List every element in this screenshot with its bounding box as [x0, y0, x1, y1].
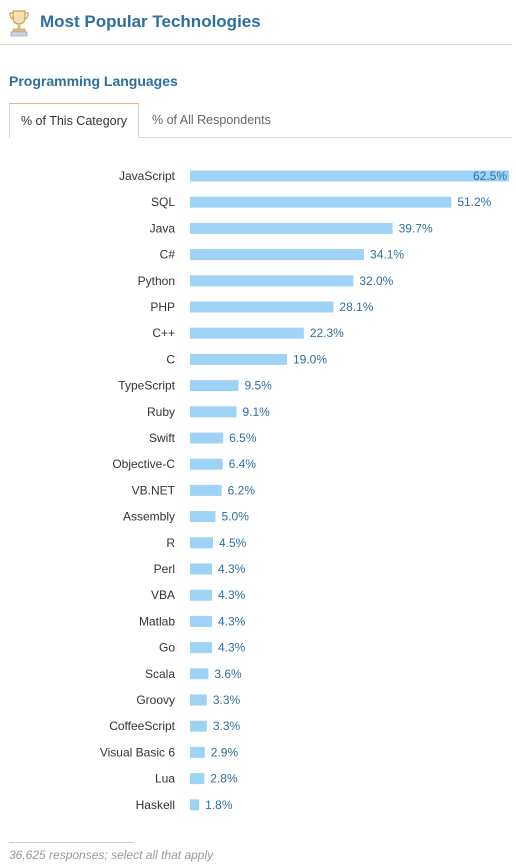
bar: [190, 746, 205, 758]
value-label: 51.2%: [457, 195, 491, 209]
value-label: 4.3%: [218, 588, 246, 602]
page-header: Most Popular Technologies: [0, 0, 512, 45]
value-label: 5.0%: [222, 510, 250, 524]
category-label: C#: [160, 248, 176, 262]
value-label: 32.0%: [359, 274, 393, 288]
trophy-icon: [9, 10, 29, 37]
value-label: 9.1%: [242, 405, 270, 419]
bar: [190, 380, 239, 392]
value-label: 4.5%: [219, 536, 247, 550]
category-label: Lua: [155, 772, 175, 786]
value-label: 22.3%: [310, 326, 344, 340]
bar: [190, 249, 365, 261]
category-label: Groovy: [136, 693, 175, 707]
tab-all-respondents[interactable]: % of All Respondents: [152, 113, 271, 127]
value-label: 19.0%: [293, 352, 327, 366]
category-label: Haskell: [136, 798, 175, 812]
value-label: 28.1%: [339, 300, 373, 314]
value-label: 4.3%: [218, 641, 246, 655]
value-label: 2.8%: [210, 772, 238, 786]
bar: [190, 432, 224, 444]
category-label: CoffeeScript: [109, 719, 175, 733]
bar: [190, 615, 212, 627]
category-label: Perl: [154, 562, 175, 576]
category-label: R: [166, 536, 175, 550]
bar: [190, 537, 213, 549]
value-label: 6.2%: [228, 483, 256, 497]
value-label: 6.5%: [229, 431, 257, 445]
category-label: SQL: [151, 195, 175, 209]
value-label: 2.9%: [211, 745, 239, 759]
bar: [190, 694, 207, 706]
category-label: Swift: [149, 431, 176, 445]
page-title: Most Popular Technologies: [40, 12, 261, 31]
bar: [190, 353, 287, 365]
tab-bar: % of This Category % of All Respondents: [9, 103, 512, 138]
category-label: C: [166, 352, 175, 366]
value-label: 4.3%: [218, 614, 246, 628]
category-label: Scala: [145, 667, 175, 681]
bar: [190, 720, 207, 732]
category-label: Ruby: [147, 405, 175, 419]
bar: [190, 222, 393, 234]
bar: [190, 668, 209, 680]
category-label: Python: [138, 274, 175, 288]
value-label: 39.7%: [399, 221, 433, 235]
bar: [190, 642, 212, 654]
bar: [190, 170, 509, 182]
bar: [190, 589, 212, 601]
category-label: PHP: [150, 300, 175, 314]
response-note: 36,625 responses; select all that apply: [9, 848, 214, 862]
category-label: TypeScript: [118, 379, 175, 393]
bar: [190, 275, 354, 287]
section-title: Programming Languages: [9, 73, 178, 89]
tab-this-category[interactable]: % of This Category: [9, 103, 139, 138]
category-label: Go: [159, 641, 175, 655]
value-label: 3.6%: [214, 667, 242, 681]
bar: [190, 484, 222, 496]
category-label: Objective-C: [112, 457, 175, 471]
value-label: 4.3%: [218, 562, 246, 576]
bar: [190, 327, 304, 339]
category-label: VBA: [151, 588, 175, 602]
footer-divider: [9, 842, 134, 843]
category-label: Assembly: [123, 510, 175, 524]
value-label: 3.3%: [213, 693, 241, 707]
value-label: 1.8%: [205, 798, 233, 812]
category-label: Matlab: [139, 614, 175, 628]
category-label: Java: [150, 221, 176, 235]
bar: [190, 196, 452, 208]
value-label: 3.3%: [213, 719, 241, 733]
bar: [190, 799, 200, 811]
bar: [190, 406, 237, 418]
bar: [190, 458, 223, 470]
value-label: 34.1%: [370, 248, 404, 262]
bar: [190, 773, 205, 785]
bar-chart: JavaScript 62.5% SQL 51.2% Java 39.7% C# 34.1% P…: [100, 169, 509, 812]
bar: [190, 563, 212, 575]
category-label: VB.NET: [132, 483, 176, 497]
bar: [190, 301, 334, 313]
category-label: C++: [152, 326, 175, 340]
category-label: JavaScript: [119, 169, 176, 183]
value-label: 6.4%: [229, 457, 257, 471]
value-label: 9.5%: [244, 379, 272, 393]
value-label: 62.5%: [473, 169, 507, 183]
bar: [190, 511, 216, 523]
category-label: Visual Basic 6: [100, 745, 175, 759]
